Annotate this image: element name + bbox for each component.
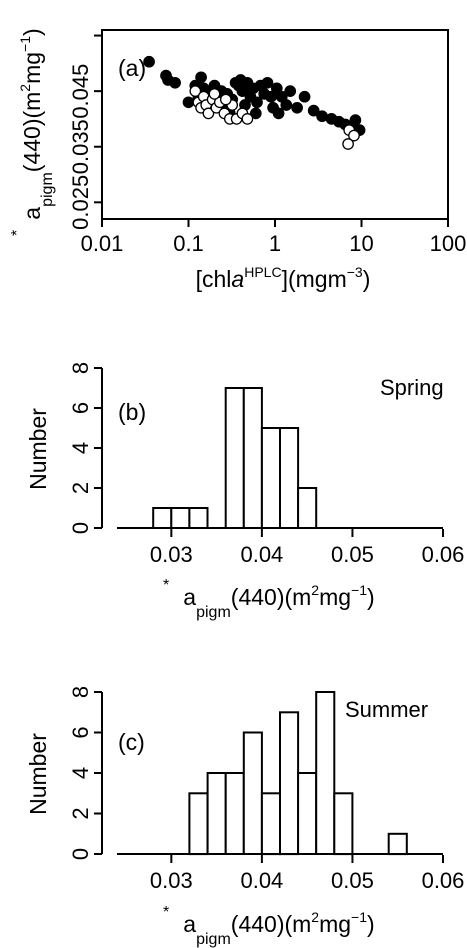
x-tick-label: 1 xyxy=(269,231,281,256)
histogram-bar xyxy=(170,507,191,529)
panel-b: (b) Spring 0.03 0.04 0.05 0.06 0 2 4 6 8 Number… xyxy=(25,362,464,621)
y-tick-label: 4 xyxy=(68,442,93,454)
panel-c: (c) Summer 0.03 0.04 0.05 0.06 0 2 4 6 8 Number… xyxy=(25,686,464,948)
histogram-bar xyxy=(260,427,281,529)
histogram-bar xyxy=(387,832,408,856)
y-tick-label: 2 xyxy=(68,807,93,819)
x-tick-label: 0.03 xyxy=(150,868,193,893)
filled-point xyxy=(298,90,311,103)
open-point xyxy=(342,138,354,150)
y-tick-label: 6 xyxy=(68,726,93,738)
annotation-c: Summer xyxy=(345,697,428,722)
filled-point xyxy=(251,96,263,109)
histogram-bar xyxy=(224,387,245,529)
x-axis-b: 0.03 0.04 0.05 0.06 xyxy=(150,529,464,567)
filled-point xyxy=(270,82,283,95)
x-tick-label: 0.04 xyxy=(240,542,283,567)
x-axis-label-c: apigm(440)(m2mg−1) xyxy=(183,909,374,948)
panel-label-b: (b) xyxy=(118,399,146,425)
filled-point xyxy=(182,96,195,109)
x-tick-label: 0.1 xyxy=(173,231,204,256)
y-tick-label: 0 xyxy=(68,522,93,534)
open-point xyxy=(189,85,202,97)
y-tick-label: 8 xyxy=(68,686,93,698)
y-tick-label: 0.035 xyxy=(68,119,93,174)
x-axis-c: 0.03 0.04 0.05 0.06 xyxy=(150,855,464,893)
histogram-bar xyxy=(188,507,209,529)
filled-point xyxy=(261,76,274,89)
histogram-bar xyxy=(224,772,245,855)
y-tick-label: 2 xyxy=(68,482,93,494)
histogram-bar xyxy=(260,792,281,856)
open-point xyxy=(219,93,232,106)
panel-label-c: (c) xyxy=(118,729,145,755)
x-tick-label: 0.03 xyxy=(150,542,193,567)
filled-point xyxy=(143,55,155,68)
histogram-bar xyxy=(242,387,263,529)
y-axis-b: 0 2 4 6 8 xyxy=(68,362,103,534)
filled-point xyxy=(234,74,247,86)
histogram-bars-c xyxy=(188,691,408,856)
y-tick-label: 0.045 xyxy=(68,64,93,119)
y-tick-label: 0 xyxy=(68,848,93,860)
open-point xyxy=(348,129,360,142)
filled-point xyxy=(272,107,285,120)
y-axis-label-b: Number xyxy=(25,408,51,490)
y-axis-label-c: Number xyxy=(25,733,51,815)
y-axis-label-star-a: * xyxy=(9,230,26,236)
filled-point xyxy=(249,107,262,120)
x-tick-label: 0.01 xyxy=(81,231,124,256)
scatter-points-a xyxy=(143,55,366,150)
x-tick-label: 10 xyxy=(349,231,373,256)
annotation-b: Spring xyxy=(380,375,444,400)
y-tick-label: 0.025 xyxy=(68,175,93,230)
histogram-bar xyxy=(279,427,300,529)
histogram-bar xyxy=(279,711,300,856)
histogram-bar xyxy=(242,731,263,855)
plot-frame-a xyxy=(101,29,449,220)
open-point xyxy=(208,88,221,100)
y-axis-label-a: apigm(440)(m2mg−1) xyxy=(17,28,56,219)
x-tick-label: 0.05 xyxy=(331,542,374,567)
open-point xyxy=(202,107,215,120)
open-point xyxy=(241,113,254,125)
histogram-bar xyxy=(188,792,209,856)
histogram-bars-b xyxy=(152,387,318,529)
x-tick-label: 100 xyxy=(430,231,467,256)
filled-point xyxy=(349,114,362,126)
x-axis-label-b: apigm(440)(m2mg−1) xyxy=(183,582,374,621)
panel-label-a: (a) xyxy=(118,55,146,81)
filled-point xyxy=(195,71,207,84)
x-tick-label: 0.04 xyxy=(240,868,283,893)
histogram-bar xyxy=(315,691,336,855)
y-tick-label: 4 xyxy=(68,767,93,779)
y-tick-label: 8 xyxy=(68,362,93,374)
filled-point xyxy=(284,85,297,97)
histogram-bar xyxy=(206,772,227,855)
x-axis-a: 0.01 0.1 1 10 100 xyxy=(81,219,467,256)
histogram-bar xyxy=(333,792,354,856)
y-tick-label: 6 xyxy=(68,402,93,414)
filled-point xyxy=(291,101,303,114)
x-tick-label: 0.06 xyxy=(422,868,465,893)
filled-point xyxy=(236,85,249,97)
histogram-bar xyxy=(297,772,318,855)
filled-point xyxy=(307,104,320,117)
histogram-bar xyxy=(152,507,173,529)
x-axis-label-star-c: * xyxy=(163,904,169,921)
x-axis-label-a: [chlaHPLC](mgm−3) xyxy=(196,264,371,292)
x-tick-label: 0.06 xyxy=(422,542,465,567)
filled-point xyxy=(280,99,293,111)
histogram-bar xyxy=(297,487,318,529)
x-axis-label-star-b: * xyxy=(163,577,169,594)
y-axis-c: 0 2 4 6 8 xyxy=(68,686,103,860)
x-tick-label: 0.05 xyxy=(331,868,374,893)
filled-point xyxy=(169,76,181,89)
